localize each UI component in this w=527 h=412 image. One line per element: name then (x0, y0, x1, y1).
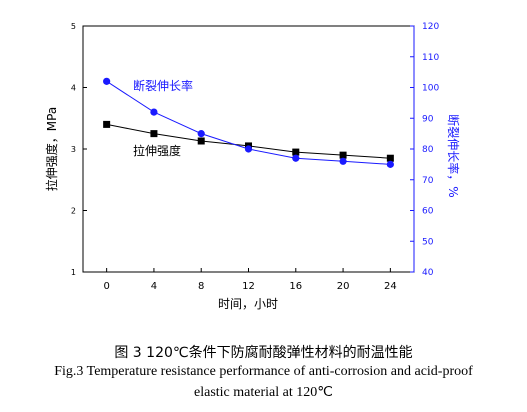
right-tick-label: 60 (422, 207, 434, 217)
right-axis-label: 断裂伸长率，% (446, 114, 461, 197)
data-point-elongation (386, 160, 394, 168)
data-point-elongation (292, 154, 300, 162)
data-point-elongation (150, 108, 158, 116)
x-axis-label: 时间，小时 (218, 297, 278, 311)
data-point-elongation (244, 145, 253, 153)
right-tick-label: 90 (422, 114, 434, 124)
x-tick-label: 8 (198, 281, 204, 292)
right-tick-label: 110 (422, 53, 439, 63)
left-tick-label: 4 (71, 84, 76, 93)
left-tick-label: 3 (71, 145, 76, 154)
left-axis-label: 拉伸强度，MPa (44, 107, 59, 191)
x-tick-label: 4 (151, 281, 157, 292)
x-tick-label: 0 (103, 281, 109, 292)
series-label-strength: 拉伸强度 (133, 143, 181, 158)
right-tick-label: 40 (422, 268, 434, 278)
series-layer (103, 77, 394, 168)
x-tick-label: 12 (242, 281, 255, 292)
right-tick-label: 100 (422, 84, 439, 94)
data-point-elongation (103, 77, 111, 85)
figure-caption-zh: 图 3 120℃条件下防腐耐酸弹性材料的耐温性能 (114, 345, 413, 361)
right-tick-label: 70 (422, 176, 434, 186)
series-label-elongation: 断裂伸长率 (133, 78, 193, 93)
x-tick-label: 16 (289, 281, 302, 292)
data-point-elongation (197, 130, 205, 138)
data-point-strength (386, 154, 394, 162)
left-tick-label: 5 (71, 22, 76, 31)
data-point-strength (339, 151, 347, 159)
x-tick-label: 20 (337, 281, 350, 292)
right-tick-label: 120 (422, 22, 439, 32)
figure-caption-en-line2: elastic material at 120℃ (194, 385, 333, 400)
left-y-axis: 1 2 3 4 5 (71, 22, 87, 277)
data-point-strength (103, 120, 111, 128)
data-point-strength (292, 148, 300, 156)
data-point-strength (150, 130, 158, 138)
data-point-elongation (339, 157, 347, 165)
left-tick-label: 2 (71, 207, 76, 216)
right-tick-label: 80 (422, 145, 434, 155)
right-tick-label: 50 (422, 237, 434, 247)
figure-caption-en-line1: Fig.3 Temperature resistance performance… (54, 364, 473, 379)
left-tick-label: 1 (71, 268, 76, 277)
data-point-strength (197, 137, 205, 145)
x-axis: 0 4 8 12 16 20 24 (103, 268, 397, 292)
right-y-axis: 40 50 60 70 80 90 100 110 120 (410, 22, 439, 278)
x-tick-label: 24 (384, 281, 397, 292)
